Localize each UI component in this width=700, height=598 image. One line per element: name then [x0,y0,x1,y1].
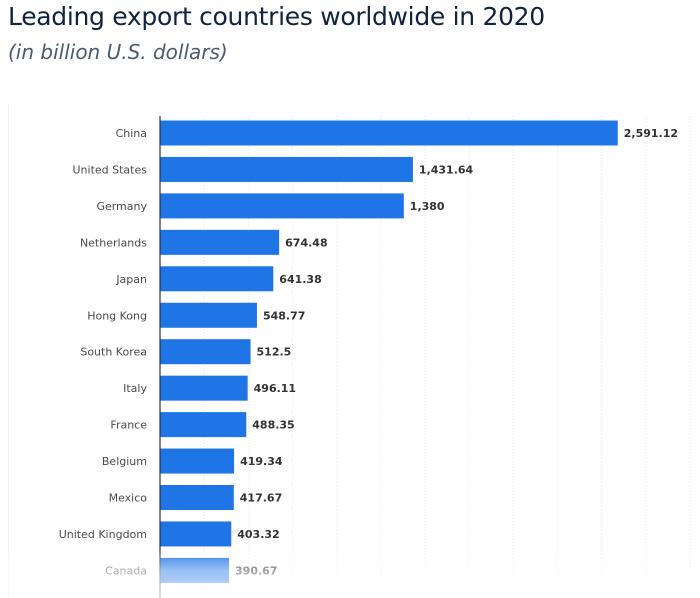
bar[interactable] [160,229,280,255]
category-label: China [116,127,147,140]
bar[interactable] [160,448,235,474]
value-label: 403.32 [237,528,279,541]
category-label: France [110,419,147,432]
bar[interactable] [160,375,248,401]
value-label: 512.5 [257,346,292,359]
value-label: 419.34 [240,455,283,468]
bar[interactable] [160,302,257,328]
value-label: 417.67 [240,492,282,505]
value-label: 1,380 [410,200,445,213]
bar[interactable] [160,521,232,547]
category-label: Italy [123,382,147,395]
value-label: 488.35 [252,419,294,432]
category-label: United Kingdom [59,528,147,541]
value-label: 674.48 [285,236,327,249]
chart-panel [8,104,699,598]
chart-subtitle: (in billion U.S. dollars) [8,40,228,64]
bar[interactable] [160,156,413,182]
value-label: 548.77 [263,309,305,322]
bar[interactable] [160,193,404,219]
bar[interactable] [160,266,274,292]
category-labels: China United States Germany Netherlands Japa… [59,127,148,577]
bar[interactable] [160,412,247,438]
value-label: 2,591.12 [624,127,678,140]
bar[interactable] [160,557,230,583]
value-label: 390.67 [235,564,277,577]
category-label: Belgium [102,455,147,468]
category-label: Germany [96,200,147,213]
bars [160,120,618,583]
value-label: 1,431.64 [419,163,474,176]
value-label: 496.11 [254,382,296,395]
bar[interactable] [160,339,251,365]
category-label: Canada [105,564,147,577]
category-label: Mexico [109,492,148,505]
category-label: Netherlands [80,236,147,249]
category-label: United States [73,163,148,176]
bar[interactable] [160,120,618,146]
chart-title: Leading export countries worldwide in 20… [8,2,545,31]
category-label: South Korea [80,346,147,359]
category-label: Hong Kong [87,309,147,322]
value-label: 641.38 [279,273,321,286]
bar[interactable] [160,485,234,510]
category-label: Japan [115,273,147,286]
